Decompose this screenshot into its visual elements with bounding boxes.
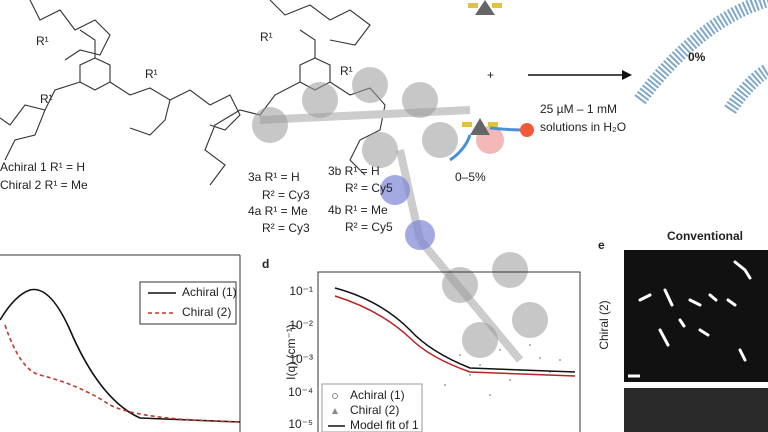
compound-label: R² = Cy3 xyxy=(262,188,310,202)
panel-letter: e xyxy=(598,238,605,252)
fiber xyxy=(634,0,768,105)
y-tick-label: 10⁻⁵ xyxy=(288,417,313,431)
legend-label: Chiral (2) xyxy=(350,403,399,417)
curve xyxy=(0,288,241,423)
y-axis-label: I(q) (cm⁻¹) xyxy=(284,324,298,380)
structure-a xyxy=(0,0,241,161)
compound-label: Achiral 1 R¹ = H xyxy=(0,160,85,174)
r-label: R¹ xyxy=(145,67,158,81)
fraction-label: 0–5% xyxy=(455,170,486,184)
panel-letter: d xyxy=(262,257,269,271)
plus-sign: + xyxy=(487,68,494,82)
plot-c xyxy=(0,254,241,432)
curve xyxy=(4,324,241,423)
r-label: R¹ xyxy=(340,64,353,78)
r-label: R¹ xyxy=(36,34,49,48)
legend-label: Chiral (2) xyxy=(182,305,231,319)
compound-label: 3b R¹ = H xyxy=(328,164,380,178)
conditions: 25 µM – 1 mM xyxy=(540,102,617,116)
compound-label: R² = Cy5 xyxy=(345,220,393,234)
arrow-head xyxy=(622,70,632,80)
y-tick-label: 10⁻³ xyxy=(289,352,313,366)
compound-label: Chiral 2 R¹ = Me xyxy=(0,178,88,192)
compound-label: 3a R¹ = H xyxy=(248,170,300,184)
ghost-molecule xyxy=(252,67,548,363)
y-tick-label: 10⁻² xyxy=(289,318,313,332)
y-tick-label: 10⁻¹ xyxy=(289,284,313,298)
compound-label: 4b R¹ = Me xyxy=(328,203,388,217)
r-label: R¹ xyxy=(40,92,53,106)
legend-label: Achiral (1) xyxy=(182,285,237,299)
compound-label: R² = Cy5 xyxy=(345,181,393,195)
plot-d xyxy=(317,271,581,432)
compound-label: 4a R¹ = Me xyxy=(248,204,308,218)
y-tick-label: 10⁻⁴ xyxy=(288,385,313,399)
percentage-label: 0% xyxy=(688,50,706,64)
fiber xyxy=(724,63,768,114)
micrograph xyxy=(624,250,768,432)
compound-label: R² = Cy3 xyxy=(262,221,310,235)
legend-label: Model fit of 1 xyxy=(350,418,419,432)
row-label: Chiral (2) xyxy=(597,300,611,349)
legend-label: Achiral (1) xyxy=(350,388,405,402)
r-label: R¹ xyxy=(260,30,273,44)
panel-title: Conventional xyxy=(667,229,743,243)
conditions: solutions in H₂O xyxy=(540,120,626,134)
monomer-icons xyxy=(449,0,534,162)
